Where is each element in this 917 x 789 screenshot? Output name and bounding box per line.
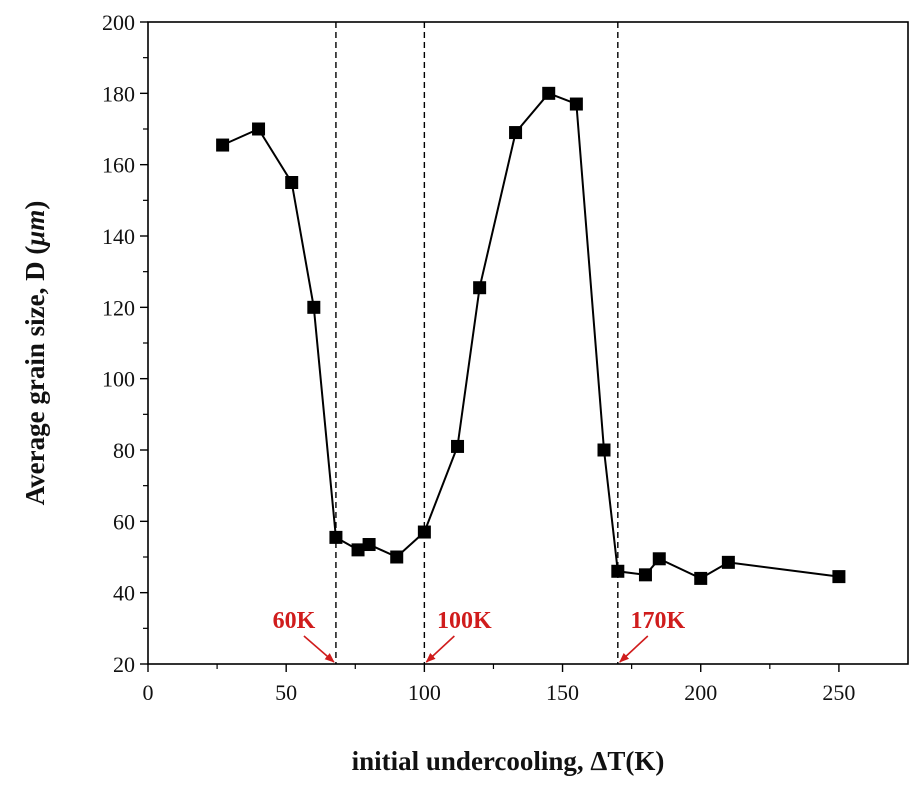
- axis-ticks: 0 50 100 150 200 250 20 40 60 80 100 120 140 160 180 20…: [102, 10, 855, 705]
- annotation-label: 60K: [273, 608, 316, 634]
- data-point: [832, 570, 846, 584]
- x-tick-label: 200: [684, 680, 717, 705]
- y-axis-title-unit: μm: [20, 210, 50, 248]
- data-point: [362, 538, 376, 552]
- reference-lines: [335, 22, 619, 664]
- data-point: [694, 571, 708, 585]
- y-axis-title-main: Average grain size, D (: [20, 246, 50, 506]
- y-tick-label: 160: [102, 153, 135, 178]
- x-tick-label: 50: [275, 680, 297, 705]
- x-axis-title: initial undercooling, ΔT(K): [352, 746, 665, 776]
- data-point: [390, 550, 404, 564]
- data-point: [216, 138, 230, 152]
- data-point: [569, 97, 583, 111]
- data-point: [473, 281, 487, 295]
- data-point: [329, 530, 343, 544]
- data-point: [417, 525, 431, 539]
- data-series: [216, 86, 846, 585]
- data-point: [542, 86, 556, 100]
- y-tick-label: 100: [102, 367, 135, 392]
- data-point: [652, 552, 666, 566]
- series-line: [222, 92, 840, 580]
- data-point: [451, 439, 465, 453]
- annotation-arrow: [619, 635, 649, 663]
- annotation-arrow: [303, 635, 335, 663]
- x-tick-label: 100: [408, 680, 441, 705]
- y-tick-label: 40: [113, 581, 135, 606]
- y-tick-label: 60: [113, 509, 135, 534]
- y-axis-title: Average grain size, D (μm): [20, 201, 50, 506]
- y-tick-label: 120: [102, 295, 135, 320]
- annotation-arrow: [425, 635, 455, 663]
- data-point: [611, 564, 625, 578]
- data-point: [638, 568, 652, 582]
- y-axis-title-close: ): [20, 201, 50, 210]
- annotations: 60K 100K 170K: [273, 608, 685, 663]
- data-point: [252, 122, 266, 136]
- annotation-label: 170K: [630, 608, 685, 634]
- y-tick-label: 20: [113, 652, 135, 677]
- y-tick-label: 80: [113, 438, 135, 463]
- data-point: [307, 300, 321, 314]
- data-point: [351, 543, 365, 557]
- x-tick-label: 250: [822, 680, 855, 705]
- data-point: [597, 443, 611, 457]
- x-tick-label: 0: [143, 680, 154, 705]
- annotation-label: 100K: [437, 608, 492, 634]
- y-tick-label: 200: [102, 10, 135, 35]
- data-point: [509, 126, 523, 140]
- y-tick-label: 180: [102, 81, 135, 106]
- x-tick-label: 150: [546, 680, 579, 705]
- data-point: [721, 555, 735, 569]
- y-tick-label: 140: [102, 224, 135, 249]
- data-point: [285, 176, 299, 189]
